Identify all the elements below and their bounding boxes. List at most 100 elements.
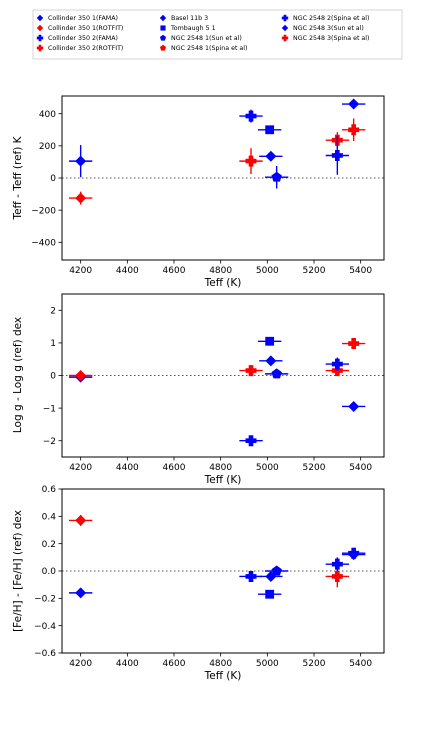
- data-point: [69, 587, 93, 599]
- data-point: [325, 557, 349, 571]
- data-point: [239, 109, 263, 123]
- legend-marker: [281, 34, 289, 42]
- point-marker: [265, 125, 275, 135]
- point-marker: [75, 370, 87, 381]
- legend-label: NGC 2548 1(Spina et al): [171, 45, 247, 52]
- legend-marker: [36, 14, 44, 22]
- legend-label: Collinder 350 1(ROTFIT): [48, 25, 123, 32]
- point-marker: [348, 98, 360, 110]
- legend-label: Collinder 350 1(FAMA): [48, 15, 118, 22]
- point-marker: [348, 338, 360, 350]
- y-tick-label: 200: [39, 142, 56, 152]
- point-marker: [331, 358, 343, 370]
- data-point: [258, 589, 282, 599]
- point-marker: [75, 587, 87, 599]
- teff-panel: 4200 4400 4600 4800 5000 5200 5400 −400 −200 0 200…: [12, 95, 385, 289]
- legend-frame: [32, 9, 403, 60]
- y-tick-label: 0: [50, 174, 56, 184]
- y-axis-label: [Fe/H] - [Fe/H] (ref) dex: [12, 510, 24, 632]
- y-tick-label: 0: [50, 372, 56, 382]
- legend-label: NGC 2548 2(Spina et al): [293, 15, 369, 22]
- legend-marker: [281, 14, 289, 22]
- data-point: [69, 370, 93, 381]
- data-point: [325, 357, 349, 371]
- point-marker: [265, 150, 277, 162]
- x-tick-label: 4600: [163, 266, 186, 276]
- legend: Collinder 350 1(FAMA) Collinder 350 1(ROT…: [32, 9, 403, 60]
- x-tick-label: 5400: [349, 266, 372, 276]
- feh-panel: 4200 4400 4600 4800 5000 5200 5400 −0.6 −0.4 −0.2…: [12, 485, 385, 682]
- x-tick-label: 4600: [163, 463, 186, 473]
- y-tick-label: −0.2: [34, 595, 56, 605]
- legend-marker: [159, 14, 167, 22]
- legend-marker: [281, 24, 289, 32]
- data-point: [342, 549, 366, 561]
- data-point: [239, 570, 263, 582]
- point-marker: [245, 365, 257, 377]
- legend-marker: [159, 44, 167, 51]
- data-point: [239, 365, 263, 377]
- point-marker: [348, 549, 360, 561]
- x-tick-label: 5000: [256, 266, 279, 276]
- point-marker: [348, 124, 360, 136]
- y-axis-label: Teff - Teff (ref) K: [12, 135, 24, 220]
- logg-panel: 4200 4400 4600 4800 5000 5200 5400 −2 −1 0 1 2 Teff …: [12, 293, 385, 486]
- y-tick-label: −200: [31, 206, 56, 216]
- y-tick-label: 1: [50, 339, 56, 349]
- x-tick-label: 5200: [303, 463, 326, 473]
- y-tick-label: 0.0: [42, 567, 57, 577]
- data-point: [69, 191, 93, 205]
- point-marker: [245, 155, 257, 167]
- x-tick-label: 4400: [116, 659, 139, 669]
- data-point: [325, 136, 349, 175]
- legend-marker: [36, 24, 44, 32]
- data-point: [239, 148, 263, 174]
- x-tick-label: 5400: [349, 463, 372, 473]
- y-tick-label: 0.4: [42, 513, 57, 523]
- point-marker: [331, 558, 343, 570]
- data-point: [258, 125, 282, 135]
- point-marker: [271, 171, 282, 182]
- point-marker: [265, 336, 275, 346]
- point-marker: [245, 110, 257, 122]
- data-point: [265, 165, 289, 189]
- x-tick-label: 4800: [209, 463, 232, 473]
- point-marker: [245, 570, 257, 582]
- y-tick-label: 2: [50, 307, 56, 317]
- y-tick-label: 0.6: [42, 485, 57, 495]
- legend-label: Tombaugh 5 1: [170, 25, 216, 32]
- x-axis-label: Teff (K): [204, 474, 242, 486]
- data-point: [258, 336, 282, 346]
- x-tick-label: 4800: [209, 266, 232, 276]
- x-tick-label: 4400: [116, 463, 139, 473]
- y-tick-label: −400: [31, 239, 56, 249]
- data-point: [69, 514, 93, 526]
- point-marker: [331, 570, 343, 582]
- x-tick-label: 4200: [69, 266, 92, 276]
- x-tick-label: 5200: [303, 659, 326, 669]
- point-marker: [265, 589, 275, 599]
- point-marker: [75, 514, 87, 526]
- legend-marker: [36, 44, 44, 52]
- data-point: [239, 435, 263, 447]
- point-marker: [348, 400, 360, 412]
- legend-label: NGC 2548 1(Sun et al): [171, 35, 242, 42]
- point-marker: [75, 155, 87, 167]
- point-marker: [75, 192, 87, 204]
- legend-label: Collinder 350 2(ROTFIT): [48, 45, 123, 52]
- legend-label: Basel 11b 3: [171, 15, 208, 22]
- data-point: [342, 118, 366, 142]
- x-tick-label: 5000: [256, 463, 279, 473]
- data-point: [259, 355, 283, 367]
- y-tick-label: −2: [43, 437, 56, 447]
- data-point: [69, 145, 93, 178]
- y-tick-label: −0.4: [34, 622, 56, 632]
- point-marker: [271, 565, 282, 576]
- x-tick-label: 4200: [69, 463, 92, 473]
- legend-marker: [159, 34, 167, 41]
- legend-label: NGC 2548 3(Spina et al): [293, 35, 369, 42]
- chart-panels: 4200 4400 4600 4800 5000 5200 5400−400−2000200…: [12, 95, 385, 682]
- legend-marker: [160, 25, 166, 31]
- y-tick-label: 400: [39, 110, 56, 120]
